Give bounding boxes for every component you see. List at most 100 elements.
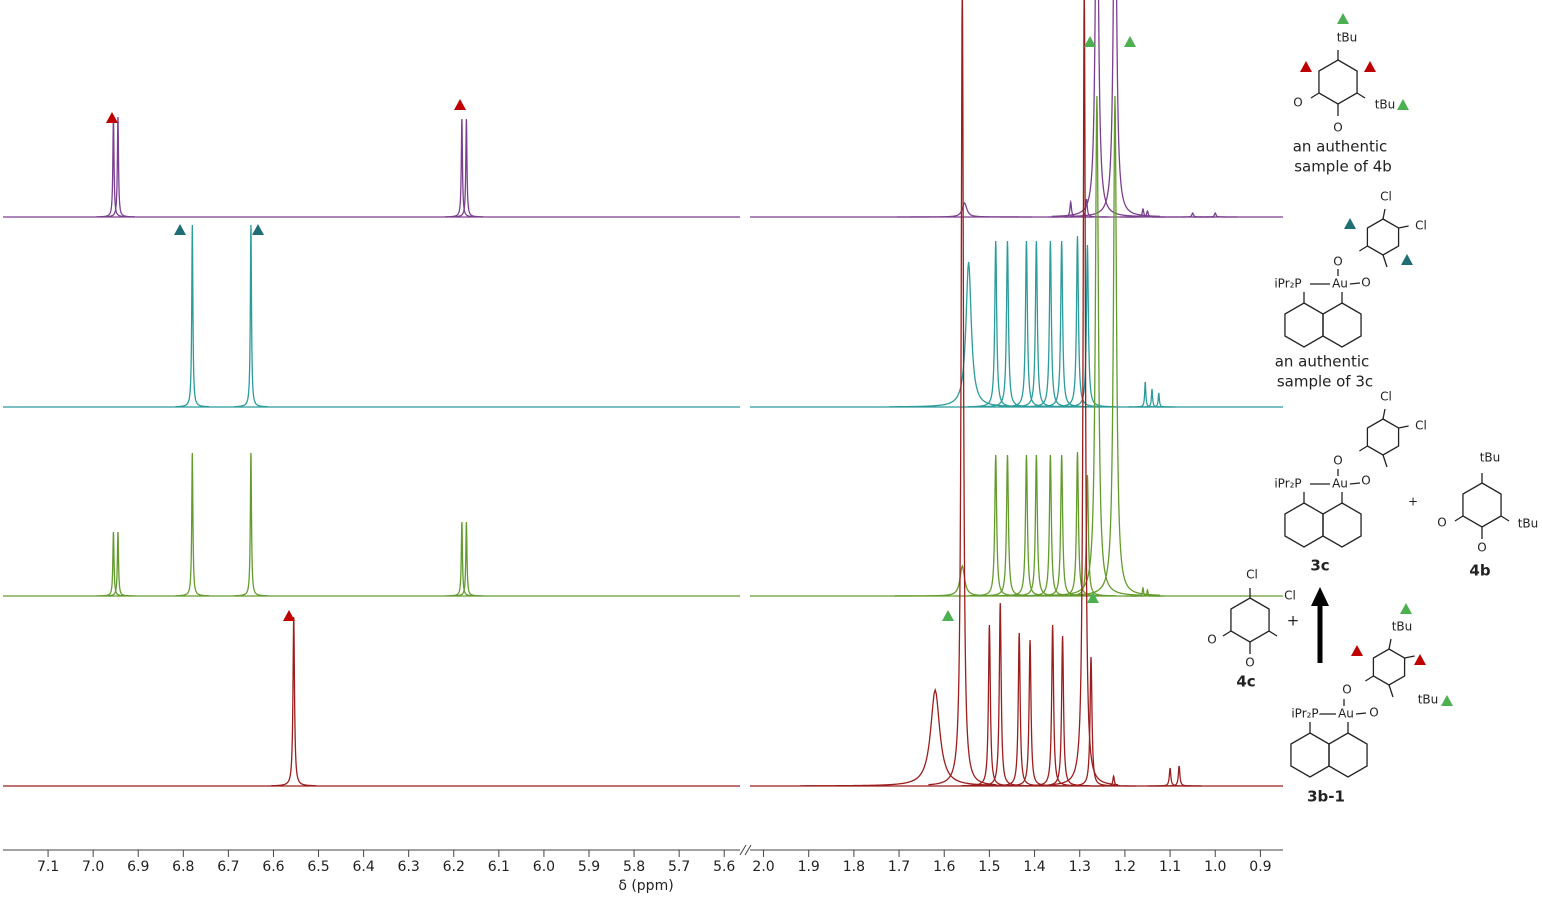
x-tick-label: 5.9 [578,859,600,875]
marker [1414,654,1426,665]
spectrum-trace [3,95,1283,597]
atom-label: tBu [1418,693,1439,707]
atom-label: O [1245,656,1254,670]
x-tick-label: 6.2 [443,859,465,875]
green-markers [942,13,1453,706]
bond [1310,92,1320,99]
marker [1084,36,1096,47]
x-tick-label: 6.6 [262,859,284,875]
structure: tBu tBu O O 4b [1435,449,1540,580]
axis-break [739,844,747,856]
structure-caption: sample of 4b [1294,158,1392,176]
bond [1382,408,1386,420]
x-tick-label: 6.7 [217,859,239,875]
peak [233,224,268,408]
x-tick-label: 7.0 [82,859,104,875]
peak [1051,0,1143,218]
x-tick-label: 1.9 [798,859,820,875]
atom-label: O [1293,96,1302,110]
atom-label: iPr₂P [1274,477,1301,491]
peak [175,224,210,408]
atom-label: tBu [1375,98,1396,112]
x-tick-label: 1.3 [1069,859,1091,875]
marker [106,112,118,123]
atom-label: Au [1338,707,1354,721]
bond [1365,675,1374,682]
peak [101,116,135,218]
structure-caption: 4c [1236,673,1255,691]
bond [1382,454,1388,468]
x-tick-label: 1.5 [978,859,1000,875]
peak [449,521,484,597]
peak [896,202,1033,218]
x-tick-label: 1.6 [933,859,955,875]
axis-break [744,844,752,856]
marker [174,224,186,235]
peak [1156,765,1202,787]
teal-markers [174,218,1413,265]
peak [1034,635,1091,787]
peak [1050,0,1119,786]
marker [1344,218,1356,229]
atom-label: tBu [1337,31,1358,45]
peak [271,616,317,787]
marker [1400,603,1412,614]
marker [1087,592,1099,603]
bond [1382,208,1386,220]
bond [1355,712,1367,715]
spectrum-trace [3,0,1283,218]
structure-caption: sample of 3c [1277,373,1373,391]
structure-caption: an authentic [1275,353,1370,371]
peak [928,0,997,786]
x-axis-title: δ (ppm) [618,878,673,894]
x-tick-label: 0.9 [1249,859,1271,875]
plus-sign: + [1408,495,1418,509]
atom-label: Au [1332,277,1348,291]
peak [101,531,135,597]
bond [1404,655,1415,659]
spectrum-trace [3,0,1283,787]
bond [1388,684,1394,698]
marker [454,99,466,110]
atom-label: tBu [1518,517,1539,531]
x-tick-label: 1.7 [888,859,910,875]
bond [1349,282,1361,285]
x-tick-label: 1.1 [1159,859,1181,875]
atom-label: tBu [1480,451,1501,465]
atom-label: tBu [1392,620,1413,634]
x-tick-label: 1.0 [1204,859,1226,875]
x-tick-label: 6.0 [533,859,555,875]
peak [1124,209,1171,218]
arrow-head [1311,587,1329,606]
bond [1398,225,1409,229]
x-tick-label: 6.3 [398,859,420,875]
atom-label: Cl [1415,419,1427,433]
peak [175,452,210,597]
peak [449,118,484,218]
peak [1069,95,1161,596]
atom-label: O [1477,541,1486,555]
atom-label: Cl [1415,219,1427,233]
atom-label: O [1333,454,1342,468]
peak [1033,240,1090,408]
marker [1351,645,1363,656]
spectrum-trace [3,224,1283,408]
x-tick-label: 6.5 [307,859,329,875]
peak [1049,235,1106,408]
bond [1359,245,1368,252]
atom-label: iPr₂P [1274,277,1301,291]
atom-label: O [1361,276,1370,290]
x-tick-label: 6.9 [127,859,149,875]
x-tick-label: 6.4 [352,859,374,875]
x-tick-label: 1.8 [843,859,865,875]
peak [1192,212,1238,218]
peak [1051,95,1143,596]
x-tick-label: 1.2 [1114,859,1136,875]
x-tick-label: 6.1 [488,859,510,875]
structure-caption: 3c [1310,557,1329,575]
peak [1033,454,1090,597]
structure-caption: 3b-1 [1307,788,1345,806]
